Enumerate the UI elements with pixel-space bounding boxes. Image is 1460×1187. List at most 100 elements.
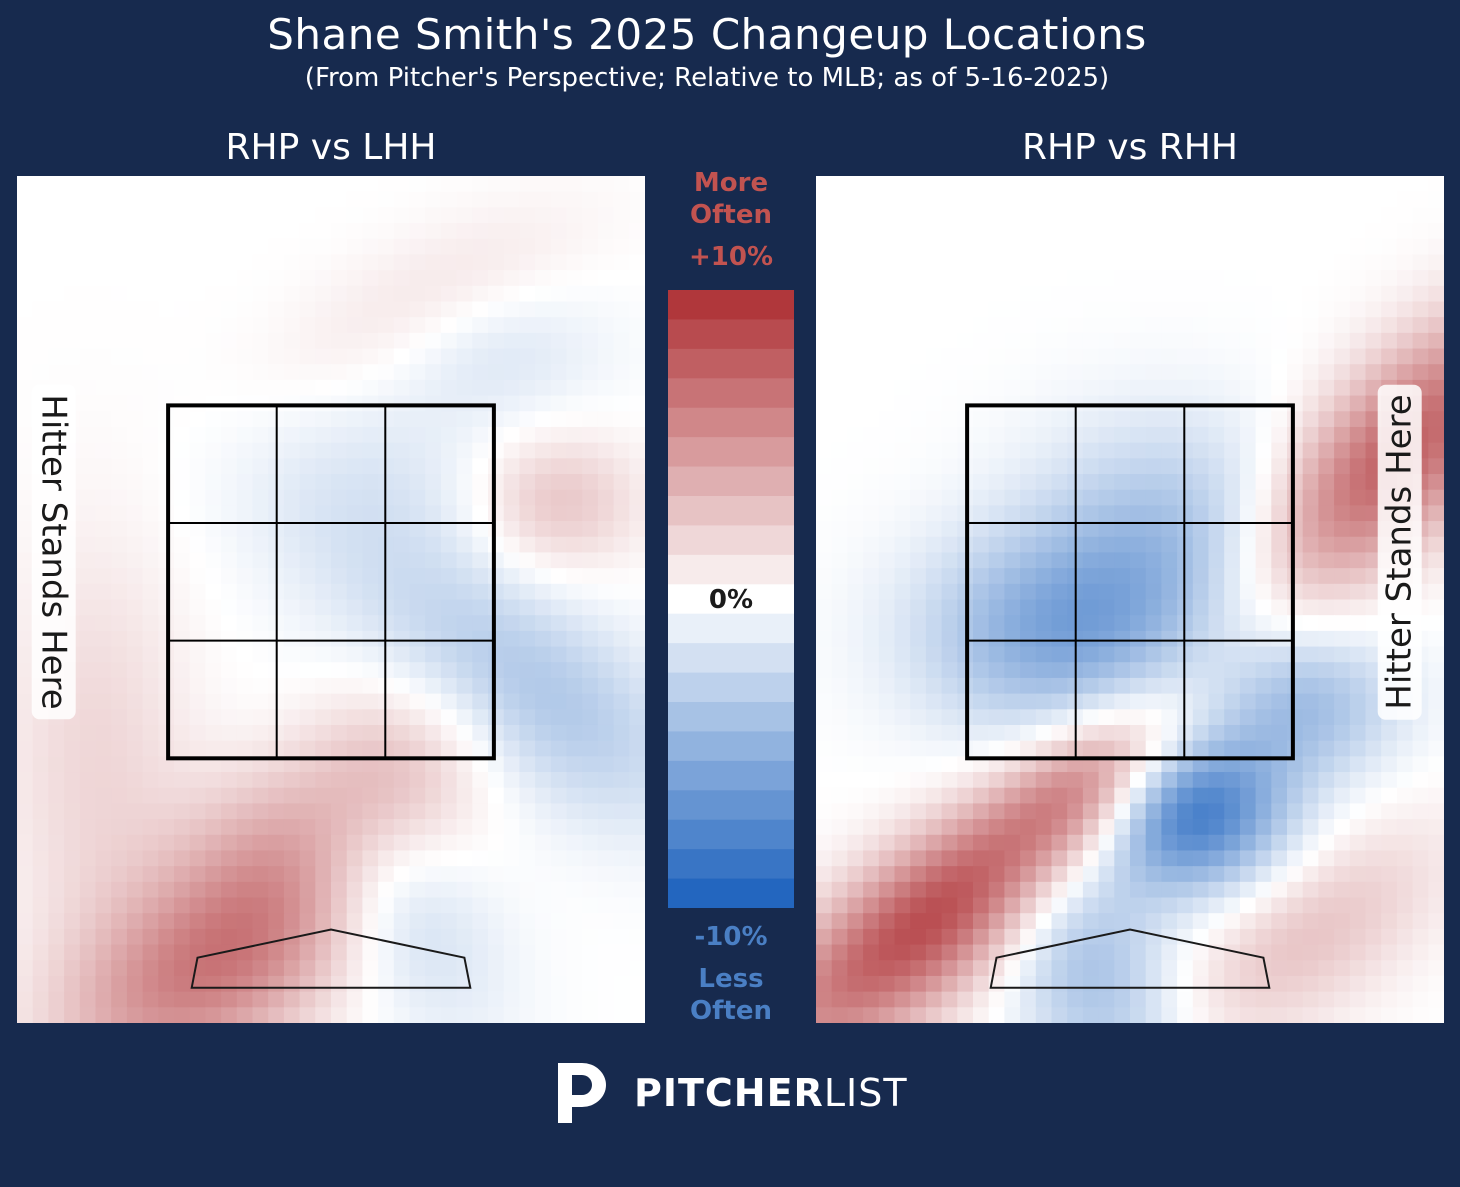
heatmap-cell [221, 238, 238, 256]
heatmap-cell [941, 474, 958, 491]
heatmap-cell [1349, 850, 1367, 867]
heatmap-cell [1114, 756, 1131, 773]
heatmap-cell [48, 364, 65, 381]
heatmap-cell [189, 411, 206, 428]
heatmap-cell [957, 301, 974, 318]
heatmap-cell [472, 536, 489, 554]
heatmap-cell [331, 458, 348, 475]
heatmap-cell [205, 442, 222, 459]
heatmap-cell [17, 364, 34, 381]
heatmap-cell [1302, 426, 1319, 444]
heatmap-cell [252, 819, 269, 836]
heatmap-cell [925, 819, 943, 836]
heatmap-cell [299, 756, 316, 773]
heatmap-cell [456, 693, 473, 710]
heatmap-cell [221, 521, 238, 538]
heatmap-cell [925, 709, 943, 726]
heatmap-cell [925, 850, 943, 867]
heatmap-cell [472, 332, 489, 350]
heatmap-cell [847, 207, 864, 224]
heatmap-cell [613, 583, 630, 601]
heatmap-cell [910, 803, 927, 820]
heatmap-cell [64, 960, 81, 977]
heatmap-cell [519, 756, 536, 773]
heatmap-cell [425, 944, 442, 961]
heatmap-cell [1161, 332, 1178, 350]
heatmap-cell [550, 379, 568, 397]
heatmap-cell [425, 568, 442, 585]
heatmap-cell [488, 489, 505, 506]
heatmap-cell [111, 395, 128, 412]
heatmap-cell [440, 897, 458, 914]
heatmap-cell [488, 850, 505, 867]
heatmap-cell [566, 960, 583, 977]
heatmap-cell [1302, 991, 1319, 1008]
heatmap-cell [582, 991, 599, 1008]
heatmap-cell [925, 834, 943, 852]
heatmap-cell [456, 615, 473, 632]
heatmap-cell [925, 881, 943, 899]
heatmap-cell [1082, 583, 1100, 601]
heatmap-cell [1224, 317, 1241, 334]
heatmap-cell [1428, 913, 1444, 930]
heatmap-cell [142, 928, 159, 946]
heatmap-cell [988, 411, 1005, 428]
heatmap-cell [1318, 803, 1335, 820]
heatmap-cell [142, 803, 159, 820]
heatmap-cell [519, 599, 536, 616]
heatmap-cell [535, 552, 552, 569]
heatmap-cell [597, 756, 615, 773]
heatmap-cell [440, 332, 458, 350]
heatmap-cell [597, 474, 615, 491]
heatmap-cell [1318, 176, 1335, 193]
heatmap-cell [221, 740, 238, 757]
heatmap-cell [1177, 191, 1194, 208]
heatmap-cell [1020, 756, 1037, 773]
heatmap-cell [283, 536, 301, 554]
heatmap-cell [425, 458, 442, 475]
heatmap-cell [1224, 207, 1241, 224]
heatmap-cell [189, 709, 206, 726]
heatmap-cell [331, 724, 348, 742]
heatmap-cell [440, 191, 458, 208]
heatmap-cell [1192, 411, 1210, 428]
colorbar-segment [668, 849, 794, 880]
heatmap-cell [331, 583, 348, 601]
heatmap-cell [550, 756, 568, 773]
heatmap-cell [550, 928, 568, 946]
heatmap-cell [95, 176, 112, 193]
heatmap-cell [1035, 740, 1053, 757]
heatmap-cell [1145, 615, 1162, 632]
heatmap-cell [158, 301, 175, 318]
heatmap-cell [126, 552, 144, 569]
heatmap-cell [488, 191, 505, 208]
heatmap-cell [299, 254, 316, 271]
heatmap-cell [1130, 505, 1147, 522]
heatmap-cell [1349, 772, 1367, 789]
heatmap-cell [1130, 379, 1147, 397]
heatmap-cell [472, 724, 489, 742]
pitcherlist-wordmark: PITCHERLIST [634, 1071, 908, 1115]
heatmap-cell [1082, 489, 1100, 506]
heatmap-cell [472, 787, 489, 805]
heatmap-cell [1145, 991, 1162, 1008]
heatmap-cell [1192, 583, 1210, 601]
heatmap-cell [566, 819, 583, 836]
heatmap-cell [1302, 787, 1319, 805]
heatmap-cell [1145, 928, 1162, 946]
heatmap-cell [221, 285, 238, 303]
heatmap-cell [582, 301, 599, 318]
heatmap-cell [174, 552, 191, 569]
heatmap-cell [878, 787, 896, 805]
heatmap-cell [189, 238, 206, 256]
heatmap-cell [1208, 442, 1225, 459]
heatmap-cell [331, 223, 348, 240]
heatmap-cell [1365, 803, 1382, 820]
heatmap-cell [1051, 568, 1068, 585]
heatmap-cell [1381, 850, 1398, 867]
heatmap-cell [48, 740, 65, 757]
heatmap-cell [126, 568, 144, 585]
heatmap-cell [456, 223, 473, 240]
heatmap-cell [346, 693, 363, 710]
heatmap-cell [189, 521, 206, 538]
